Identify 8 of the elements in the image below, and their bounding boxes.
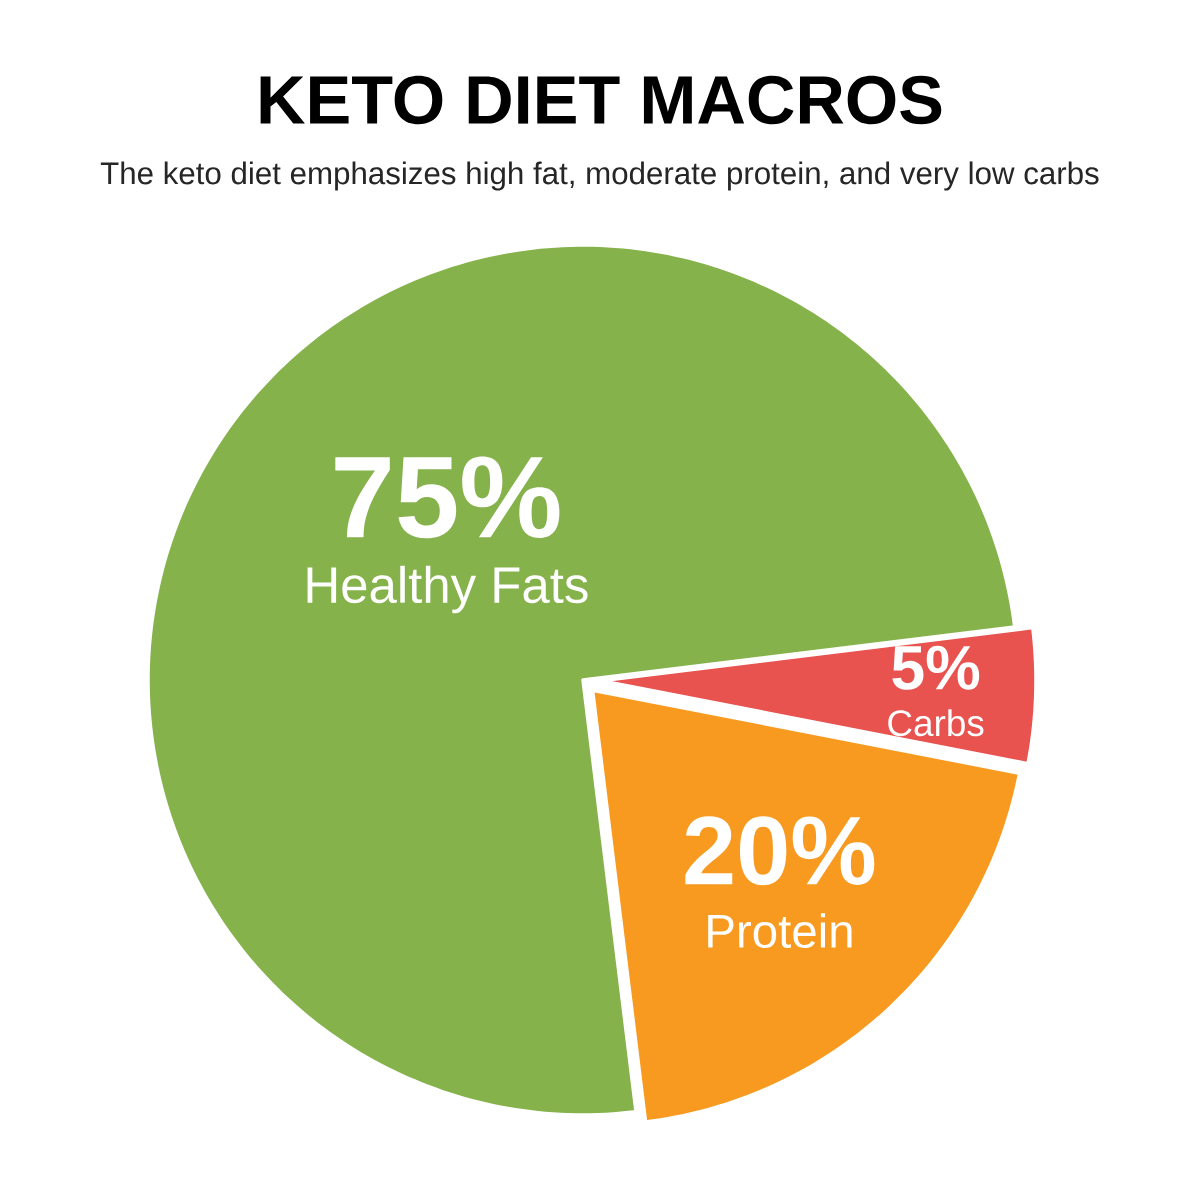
data-label: 75%	[335, 456, 560, 539]
data-label: 20%	[685, 816, 875, 886]
slice-label: Healthy Fats	[307, 565, 588, 614]
chart-subtitle: The keto diet emphasizes high fat, moderate protein, and very low carbs	[100, 161, 1099, 191]
data-label: 5%	[892, 645, 980, 690]
chart-title: KETO DIET MACROS	[260, 75, 942, 125]
slice-label: Protein	[708, 913, 852, 949]
slice-label: Carbs	[888, 709, 984, 737]
